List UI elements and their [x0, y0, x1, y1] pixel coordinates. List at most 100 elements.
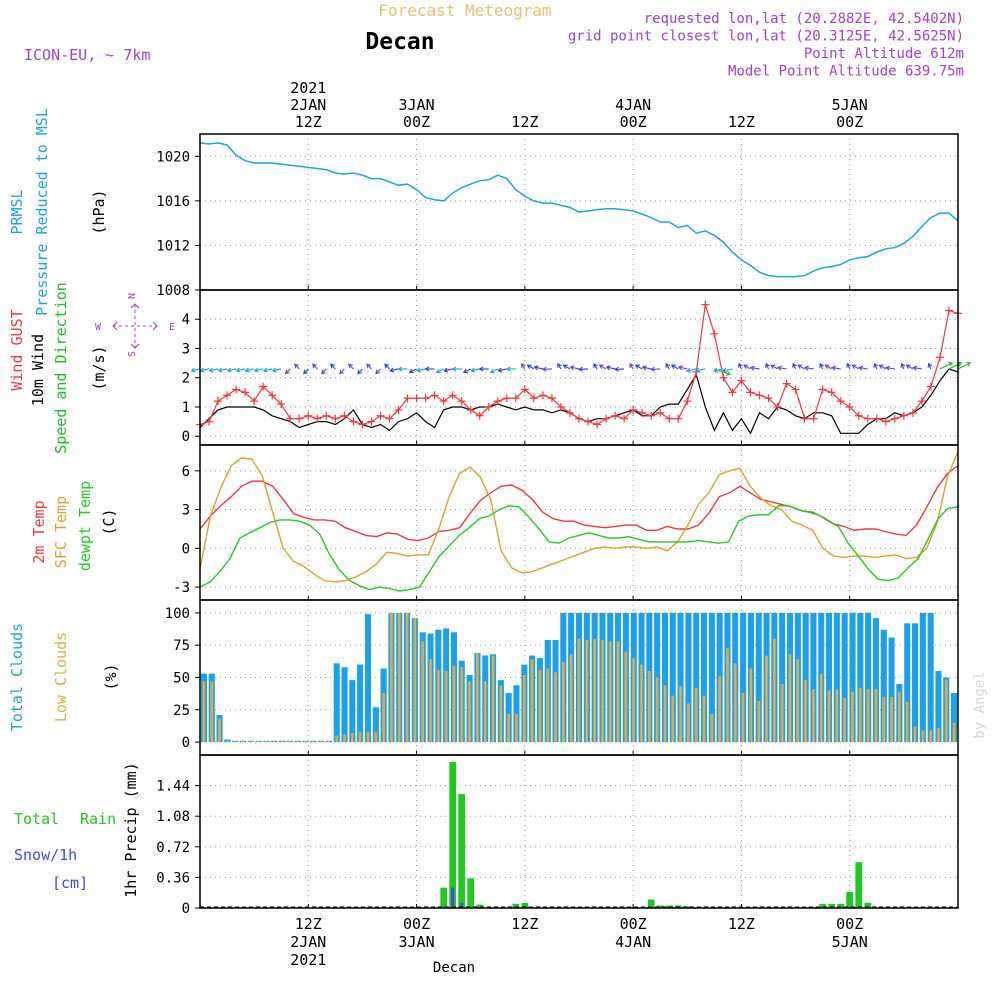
- gust-marker: [403, 394, 412, 403]
- wind-direction-arrow: [470, 367, 480, 373]
- gust-marker: [800, 414, 809, 423]
- gust-marker: [791, 385, 800, 394]
- gust-marker: [854, 411, 863, 420]
- gust-marker: [764, 394, 773, 403]
- gust-marker: [611, 411, 620, 420]
- low-cloud-bar: [241, 740, 245, 743]
- low-cloud-bar: [210, 681, 214, 743]
- gust-marker: [556, 402, 565, 411]
- gust-marker: [872, 414, 881, 423]
- wind-direction-arrow: [743, 364, 751, 370]
- low-cloud-bar: [491, 655, 495, 742]
- wind-direction-arrow: [366, 363, 372, 370]
- low-cloud-bar: [522, 674, 526, 743]
- gust-marker: [529, 394, 538, 403]
- low-cloud-bar: [671, 695, 675, 743]
- total-cloud-bar: [513, 685, 520, 743]
- wind-direction-arrow: [357, 368, 363, 375]
- wind-direction-arrow: [253, 367, 264, 373]
- temp-unit-label: (C): [100, 508, 118, 535]
- bottom-date-label: 2JAN: [290, 933, 326, 951]
- low-cloud-bar: [905, 702, 909, 742]
- gust-marker: [331, 414, 340, 423]
- gust-marker: [890, 414, 899, 423]
- low-cloud-bar: [624, 651, 628, 743]
- footer-label: Decan: [433, 960, 475, 976]
- wind-direction-arrow: [321, 368, 327, 375]
- gust-marker: [376, 411, 385, 420]
- total-cloud-bar: [912, 623, 919, 743]
- y-tick-label: 0: [182, 429, 190, 445]
- wind-direction-arrow: [765, 362, 770, 370]
- low-cloud-bar: [444, 671, 448, 742]
- low-cloud-bar: [749, 668, 753, 743]
- wind-direction-arrow: [803, 365, 814, 371]
- y-tick-label: 1020: [156, 149, 190, 165]
- wind-direction-arrow: [830, 365, 841, 371]
- wind-direction-arrow: [694, 367, 706, 373]
- gust-marker: [899, 411, 908, 420]
- temp-sfc-ylabel: SFC Temp: [52, 496, 70, 568]
- low-cloud-bar: [562, 662, 565, 743]
- gust-marker: [674, 414, 683, 423]
- low-cloud-bar: [687, 703, 690, 743]
- y-tick-label: -3: [173, 580, 190, 596]
- wind-direction-arrow: [685, 367, 697, 373]
- total-cloud-bar: [693, 612, 700, 743]
- bottom-date-label: 5JAN: [832, 933, 868, 951]
- y-tick-label: 0: [182, 541, 190, 557]
- wind-direction-arrow: [526, 364, 535, 370]
- wind-direction-arrow: [927, 362, 933, 370]
- total-cloud-bar: [951, 693, 958, 743]
- gust-marker: [629, 405, 638, 414]
- gust-marker: [575, 414, 583, 423]
- wind-direction-arrow: [873, 362, 879, 370]
- rain-bar: [819, 903, 827, 909]
- precip-panel: 0 0.36 0.72 1.08 1.44: [156, 755, 958, 917]
- total-cloud-bar: [865, 612, 872, 743]
- low-cloud-bar: [374, 731, 378, 743]
- low-cloud-bar: [937, 727, 940, 743]
- gust-marker: [845, 402, 854, 411]
- low-cloud-bar: [413, 618, 417, 743]
- low-cloud-bar: [843, 698, 846, 743]
- wind-direction-arrow: [435, 368, 444, 374]
- gust-marker: [620, 414, 629, 423]
- total-cloud-bar: [341, 667, 348, 743]
- rain-bar: [855, 862, 863, 908]
- wind-direction-arrow: [957, 361, 972, 370]
- low-cloud-bar: [272, 740, 276, 743]
- wind-panel: 0 1 2 3 4: [182, 290, 972, 445]
- total-cloud-bar: [935, 671, 942, 742]
- gust-marker: [538, 391, 547, 400]
- low-cloud-bar: [507, 713, 510, 743]
- low-cloud-bar: [608, 641, 612, 743]
- gust-marker: [701, 300, 710, 309]
- compass-e: E: [169, 322, 175, 333]
- temp-dewpt-line: [199, 504, 959, 592]
- gust-marker: [773, 402, 782, 411]
- low-cloud-bar: [476, 653, 479, 743]
- low-cloud-bar: [640, 664, 643, 743]
- low-cloud-bar: [249, 740, 253, 743]
- gust-marker: [421, 394, 430, 403]
- wind-direction-arrow: [912, 365, 922, 371]
- low-cloud-bar: [265, 740, 268, 743]
- rain-bar: [864, 902, 872, 908]
- low-cloud-bar: [773, 638, 776, 743]
- top-hour-label: 00Z: [403, 113, 430, 131]
- precip-total-label: Total: [14, 810, 59, 828]
- gust-marker: [295, 414, 304, 423]
- low-cloud-bar: [343, 734, 346, 743]
- gust-marker: [502, 394, 511, 403]
- low-cloud-bar: [765, 655, 768, 742]
- total-cloud-bar: [927, 612, 934, 743]
- gust-marker: [340, 411, 349, 420]
- model-label: ICON-EU, ~ 7km: [24, 46, 150, 64]
- wind-direction-arrow: [905, 364, 914, 370]
- temp-2m-ylabel: 2m Temp: [30, 500, 48, 563]
- total-cloud-bar: [802, 612, 809, 743]
- wind-direction-arrow: [375, 368, 381, 375]
- gust-marker: [313, 414, 322, 423]
- wind-direction-arrow: [824, 364, 832, 370]
